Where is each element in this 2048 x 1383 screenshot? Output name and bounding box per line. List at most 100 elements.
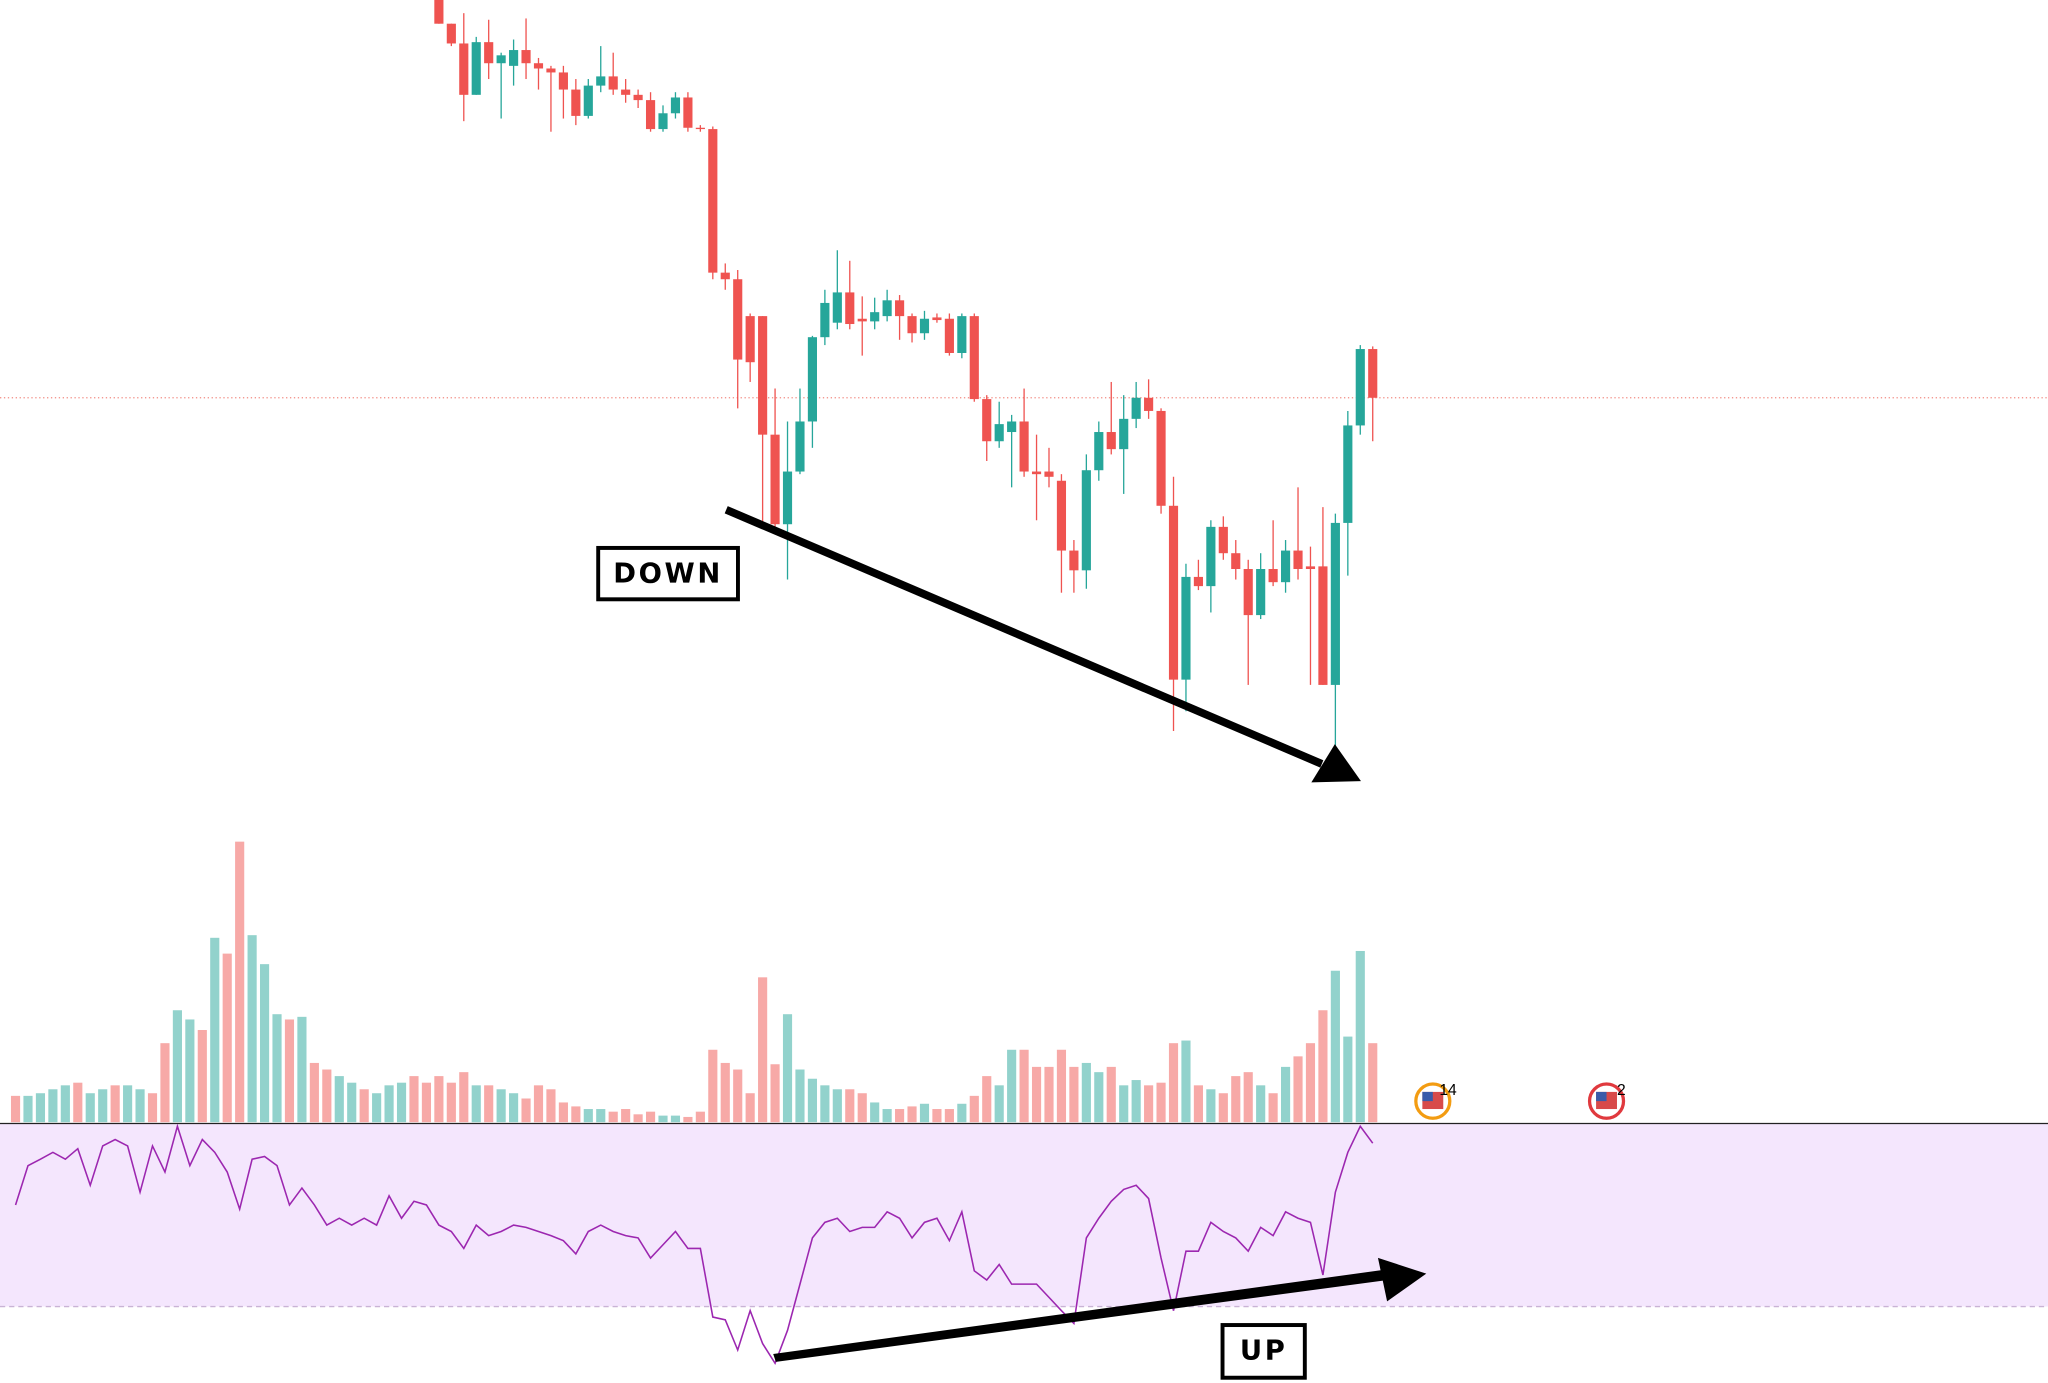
volume-bar: [1168, 1043, 1179, 1123]
volume-bar: [1044, 1066, 1054, 1123]
candle-body: [969, 316, 979, 400]
volume-bar: [795, 1069, 805, 1123]
volume-bar: [135, 1089, 145, 1123]
candle: [633, 89, 643, 109]
volume-bar: [1106, 1066, 1116, 1123]
candle-body: [758, 316, 768, 435]
candle-body: [957, 316, 967, 353]
volume-bar: [235, 841, 245, 1123]
annotation-arrow-head: [1377, 1257, 1427, 1302]
candle-body: [484, 42, 494, 64]
candle: [596, 46, 606, 93]
annotation-arrow-line: [724, 506, 1324, 768]
candle: [733, 270, 743, 409]
candle: [645, 92, 656, 132]
volume-bar: [907, 1106, 917, 1123]
candle-body: [645, 100, 656, 130]
volume-bar: [160, 1043, 170, 1123]
candle: [484, 19, 494, 80]
candle-body: [1318, 566, 1328, 685]
volume-bar: [1081, 1062, 1091, 1123]
volume-bar: [583, 1109, 593, 1123]
candle-body: [870, 312, 880, 322]
candle-body: [1106, 432, 1116, 450]
volume-bar: [733, 1069, 743, 1123]
candle: [608, 52, 618, 95]
candle-body: [670, 97, 681, 114]
volume-bar: [608, 1111, 618, 1123]
event-icon[interactable]: 14: [1414, 1082, 1457, 1120]
candle: [820, 289, 830, 346]
candle-body: [1031, 471, 1042, 475]
candle: [683, 92, 693, 132]
volume-bar: [645, 1111, 656, 1123]
candle: [1094, 421, 1104, 481]
candle-body: [907, 316, 917, 334]
candle-body: [496, 55, 506, 64]
candle: [496, 52, 506, 119]
candle: [832, 250, 842, 330]
candle-body: [571, 89, 581, 116]
volume-bar: [1231, 1076, 1241, 1123]
candle-body: [1156, 410, 1166, 506]
volume-bar: [1330, 970, 1340, 1123]
volume-bar: [832, 1089, 842, 1123]
volume-bar: [259, 964, 270, 1123]
candle-body: [521, 50, 531, 64]
candle: [571, 79, 581, 126]
volume-bar: [1056, 1049, 1067, 1123]
volume-bar: [421, 1082, 432, 1123]
volume-bar: [1368, 1043, 1378, 1123]
candle: [1044, 447, 1054, 488]
candle: [509, 39, 519, 86]
volume-bar: [820, 1085, 830, 1123]
candle: [583, 79, 593, 119]
volume-bar: [919, 1103, 930, 1123]
volume-bar: [1119, 1085, 1129, 1123]
candle: [1069, 540, 1079, 593]
volume-bar: [982, 1076, 992, 1123]
candle: [957, 313, 967, 359]
volume-bar: [309, 1062, 319, 1123]
candle-body: [1293, 550, 1303, 570]
volume-bar: [571, 1106, 581, 1123]
candle: [932, 313, 942, 323]
candle-body: [546, 68, 556, 73]
candle-body: [845, 292, 855, 325]
volume-bar: [359, 1089, 369, 1123]
candle: [446, 23, 456, 47]
candle: [845, 260, 855, 330]
volume-bar: [1031, 1066, 1042, 1123]
volume-bar: [770, 1064, 780, 1123]
candle-body: [509, 50, 519, 66]
event-icon[interactable]: 2: [1587, 1082, 1626, 1120]
volume-bar: [782, 1014, 793, 1123]
event-count: 14: [1439, 1082, 1457, 1099]
candle-body: [1343, 425, 1353, 523]
candle-body: [1305, 566, 1316, 570]
volume-bar: [882, 1109, 892, 1123]
candle-body: [820, 302, 830, 338]
rsi-pane: [0, 1123, 2048, 1366]
candle-body: [695, 127, 705, 130]
candle-body: [1044, 471, 1054, 477]
volume-bar: [284, 1019, 295, 1123]
volume-bar: [222, 953, 232, 1123]
candle: [558, 65, 568, 119]
volume-bar: [446, 1082, 456, 1123]
volume-bar: [210, 937, 220, 1123]
volume-bar: [347, 1082, 357, 1123]
volume-bar: [1281, 1066, 1291, 1123]
candle: [1305, 546, 1316, 685]
volume-bar: [35, 1093, 46, 1123]
candle: [1056, 474, 1067, 593]
candle: [919, 310, 930, 340]
volume-bar: [1019, 1049, 1029, 1123]
candle: [807, 335, 817, 448]
candle-body: [558, 72, 568, 90]
candle: [1330, 513, 1340, 751]
candle-body: [471, 42, 481, 95]
candle: [708, 126, 718, 280]
volume-bar: [484, 1085, 494, 1123]
